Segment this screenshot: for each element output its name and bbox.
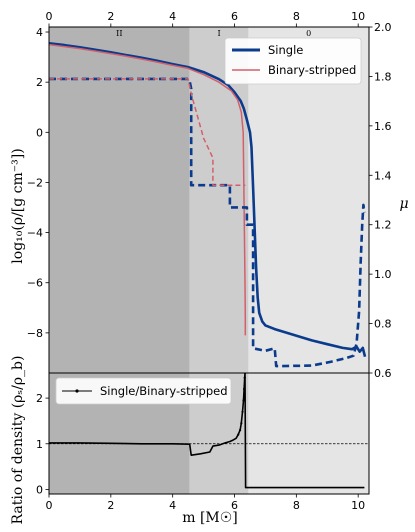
series-line-binary-dashed bbox=[49, 78, 246, 186]
zone-labels: II I 0 bbox=[116, 29, 311, 38]
legend-single-label: Single bbox=[268, 43, 303, 57]
x-axis-label: m [M☉] bbox=[182, 510, 238, 526]
left-y-tick-label: −4 bbox=[27, 227, 43, 240]
ratio-series-marker bbox=[238, 428, 242, 432]
bottom-y-tick-label: 0 bbox=[36, 483, 43, 496]
bottom-y-tick-label: 2 bbox=[36, 392, 43, 405]
zone-label: II bbox=[116, 29, 122, 38]
left-y-tick-label: −2 bbox=[27, 176, 43, 189]
bottom-x-tick-label: 4 bbox=[169, 499, 176, 512]
left-y-tick-label: 2 bbox=[36, 76, 43, 89]
ratio-series-line bbox=[49, 373, 365, 489]
bottom-x-tick-label: 2 bbox=[107, 499, 114, 512]
ratio-series-marker bbox=[241, 410, 244, 413]
zone-band-2 bbox=[248, 27, 369, 373]
top-x-tick-label: 2 bbox=[107, 10, 114, 23]
left-y-tick-label: 0 bbox=[36, 126, 43, 139]
right-y-tick-label: 2.0 bbox=[374, 21, 392, 34]
bottom-legend-box bbox=[55, 377, 232, 405]
right-y-tick-label: 1.0 bbox=[374, 268, 392, 281]
right-y-tick-label: 1.6 bbox=[374, 120, 392, 133]
left-y-tick-label: 4 bbox=[36, 26, 43, 39]
ratio-series-marker bbox=[242, 387, 246, 391]
top-legend: Single Binary-stripped bbox=[224, 37, 362, 85]
top-axes-ticks: 0 2 4 6 8 10 4 2 0 −2 −4 −6 −8 2.0 1.8 1.6 1.4 1.2 1.0 0.8 0… bbox=[27, 10, 392, 380]
ratio-series-marker bbox=[240, 422, 243, 425]
legend-ratio-label: Single/Binary-stripped bbox=[100, 384, 228, 398]
bottom-panel: 0 2 4 6 8 10 0 1 2 Single/Binary-stripped Ratio … bbox=[10, 356, 370, 526]
right-y-tick-label: 1.4 bbox=[374, 169, 392, 182]
right-y-axis-label: μ bbox=[399, 196, 408, 212]
bottom-x-tick-label: 6 bbox=[231, 499, 238, 512]
legend-ratio-marker bbox=[75, 389, 79, 393]
top-x-tick-label: 4 bbox=[169, 10, 176, 23]
zone-band-0 bbox=[49, 27, 190, 373]
right-y-tick-label: 1.8 bbox=[374, 70, 392, 83]
zone-band-bottom-2 bbox=[248, 373, 369, 494]
top-x-tick-label: 8 bbox=[293, 10, 300, 23]
top-panel: II I 0 0 2 4 6 8 10420−2−4−6−82.01.81.61.41.21.… bbox=[10, 10, 409, 380]
bottom-y-tick-label: 1 bbox=[36, 438, 43, 451]
right-y-tick-label: 0.6 bbox=[374, 367, 392, 380]
bottom-y-axis-label: Ratio of density (ρₛ/ρ_b) bbox=[10, 356, 26, 525]
legend-binary-label: Binary-stripped bbox=[268, 63, 356, 77]
top-y-axis-label: log₁₀(ρ/[g cm⁻³]) bbox=[10, 148, 26, 263]
bottom-axes-ticks: 0 2 4 6 8 10 0 1 2 bbox=[36, 392, 365, 512]
bottom-series bbox=[49, 373, 369, 489]
series-line-single-solid bbox=[49, 42, 367, 358]
zone-label: 0 bbox=[306, 29, 311, 38]
top-series bbox=[49, 42, 367, 368]
bottom-panel-frame bbox=[48, 372, 370, 495]
bottom-legend: Single/Binary-stripped bbox=[55, 377, 232, 405]
left-y-tick-label: −8 bbox=[27, 327, 43, 340]
zone-band-1 bbox=[189, 27, 249, 373]
top-x-tick-label: 10 bbox=[351, 10, 365, 23]
ratio-series-marker bbox=[237, 433, 240, 436]
top-x-tick-label: 0 bbox=[46, 10, 53, 23]
bottom-x-tick-label: 0 bbox=[46, 499, 53, 512]
top-zone-shading bbox=[49, 27, 369, 373]
series-line-binary-solid bbox=[49, 43, 247, 336]
series-line-single-dashed bbox=[49, 77, 366, 368]
bottom-x-tick-label: 10 bbox=[351, 499, 365, 512]
zone-label: I bbox=[217, 29, 220, 38]
left-y-tick-label: −6 bbox=[27, 277, 43, 290]
bottom-x-tick-label: 8 bbox=[293, 499, 300, 512]
right-y-tick-label: 0.8 bbox=[374, 318, 392, 331]
top-x-tick-label: 6 bbox=[231, 10, 238, 23]
ratio-series-marker bbox=[242, 399, 245, 402]
right-y-tick-label: 1.2 bbox=[374, 219, 392, 232]
ratio-series-marker bbox=[243, 376, 246, 379]
